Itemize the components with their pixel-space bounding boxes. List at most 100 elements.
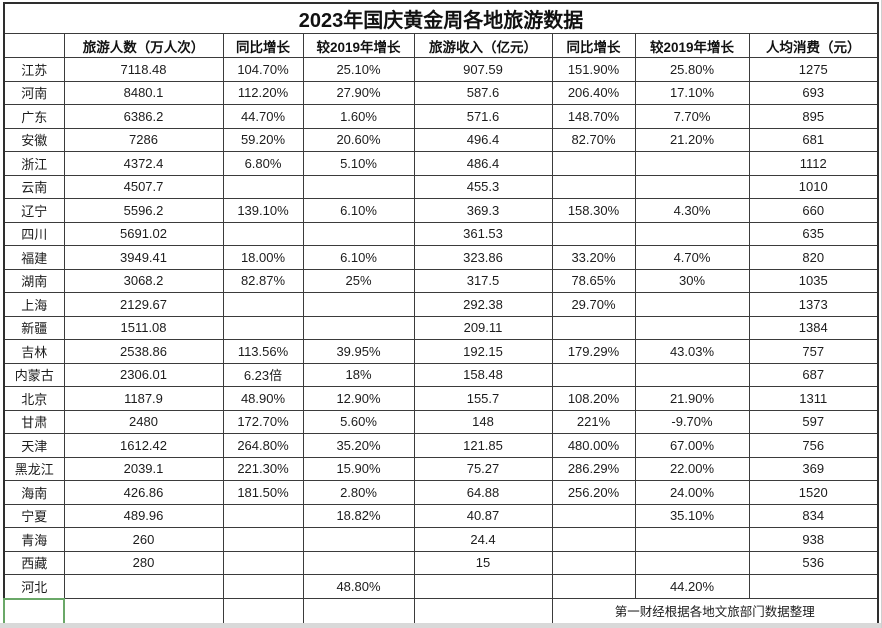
province-cell[interactable]: 黑龙江 [3, 456, 65, 481]
value-cell[interactable]: 597 [748, 409, 879, 434]
value-cell[interactable] [634, 151, 750, 176]
value-cell[interactable]: 571.6 [413, 104, 553, 129]
value-cell[interactable] [551, 362, 636, 387]
value-cell[interactable]: 179.29% [551, 339, 636, 364]
value-cell[interactable]: 8480.1 [63, 80, 224, 105]
value-cell[interactable] [634, 362, 750, 387]
value-cell[interactable]: 206.40% [551, 80, 636, 105]
value-cell[interactable]: 834 [748, 503, 879, 528]
value-cell[interactable]: 361.53 [413, 221, 553, 246]
column-header-cell-2[interactable]: 同比增长 [222, 33, 304, 58]
value-cell[interactable]: 323.86 [413, 245, 553, 270]
value-cell[interactable] [413, 574, 553, 599]
source-note-cell[interactable]: 第一财经根据各地文旅部门数据整理 [551, 598, 879, 624]
value-cell[interactable]: 209.11 [413, 315, 553, 340]
province-cell[interactable]: 浙江 [3, 151, 65, 176]
column-header-cell-3[interactable]: 较2019年增长 [302, 33, 415, 58]
value-cell[interactable]: 260 [63, 527, 224, 552]
value-cell[interactable]: 489.96 [63, 503, 224, 528]
value-cell[interactable]: 181.50% [222, 480, 304, 505]
value-cell[interactable]: 2306.01 [63, 362, 224, 387]
value-cell[interactable] [551, 503, 636, 528]
value-cell[interactable] [222, 315, 304, 340]
value-cell[interactable]: 112.20% [222, 80, 304, 105]
value-cell[interactable]: 6.10% [302, 198, 415, 223]
value-cell[interactable] [634, 550, 750, 575]
value-cell[interactable]: 6386.2 [63, 104, 224, 129]
value-cell[interactable]: 25.80% [634, 57, 750, 82]
empty-cell[interactable] [302, 598, 415, 624]
province-cell[interactable]: 河北 [3, 574, 65, 599]
value-cell[interactable]: 4372.4 [63, 151, 224, 176]
value-cell[interactable]: 43.03% [634, 339, 750, 364]
value-cell[interactable]: 75.27 [413, 456, 553, 481]
value-cell[interactable]: 938 [748, 527, 879, 552]
value-cell[interactable]: 25.10% [302, 57, 415, 82]
value-cell[interactable]: 681 [748, 127, 879, 152]
value-cell[interactable]: 113.56% [222, 339, 304, 364]
value-cell[interactable] [222, 574, 304, 599]
value-cell[interactable] [63, 574, 224, 599]
value-cell[interactable]: 15 [413, 550, 553, 575]
value-cell[interactable]: 820 [748, 245, 879, 270]
province-cell[interactable]: 河南 [3, 80, 65, 105]
value-cell[interactable]: -9.70% [634, 409, 750, 434]
province-cell[interactable]: 青海 [3, 527, 65, 552]
value-cell[interactable]: 5596.2 [63, 198, 224, 223]
value-cell[interactable]: 1112 [748, 151, 879, 176]
empty-cell[interactable] [222, 598, 304, 624]
value-cell[interactable] [302, 527, 415, 552]
value-cell[interactable]: 158.48 [413, 362, 553, 387]
value-cell[interactable]: 5.10% [302, 151, 415, 176]
value-cell[interactable]: 5691.02 [63, 221, 224, 246]
value-cell[interactable]: 5.60% [302, 409, 415, 434]
value-cell[interactable]: 39.95% [302, 339, 415, 364]
value-cell[interactable]: 192.15 [413, 339, 553, 364]
value-cell[interactable]: 155.7 [413, 386, 553, 411]
value-cell[interactable] [551, 151, 636, 176]
value-cell[interactable]: 1187.9 [63, 386, 224, 411]
value-cell[interactable]: 18% [302, 362, 415, 387]
value-cell[interactable] [302, 315, 415, 340]
value-cell[interactable]: 18.00% [222, 245, 304, 270]
value-cell[interactable]: 536 [748, 550, 879, 575]
value-cell[interactable] [222, 174, 304, 199]
value-cell[interactable] [302, 174, 415, 199]
value-cell[interactable] [634, 221, 750, 246]
value-cell[interactable]: 1511.08 [63, 315, 224, 340]
value-cell[interactable]: 757 [748, 339, 879, 364]
active-cell-selection[interactable] [3, 597, 65, 625]
value-cell[interactable]: 35.20% [302, 433, 415, 458]
value-cell[interactable]: 44.70% [222, 104, 304, 129]
value-cell[interactable]: 139.10% [222, 198, 304, 223]
value-cell[interactable]: 18.82% [302, 503, 415, 528]
value-cell[interactable]: 29.70% [551, 292, 636, 317]
value-cell[interactable]: 480.00% [551, 433, 636, 458]
value-cell[interactable]: 78.65% [551, 268, 636, 293]
value-cell[interactable]: 1384 [748, 315, 879, 340]
value-cell[interactable]: 35.10% [634, 503, 750, 528]
value-cell[interactable]: 4.30% [634, 198, 750, 223]
column-header-cell-0[interactable] [3, 33, 65, 58]
province-cell[interactable]: 云南 [3, 174, 65, 199]
province-cell[interactable]: 西藏 [3, 550, 65, 575]
value-cell[interactable]: 48.80% [302, 574, 415, 599]
province-cell[interactable]: 江苏 [3, 57, 65, 82]
value-cell[interactable]: 907.59 [413, 57, 553, 82]
province-cell[interactable]: 辽宁 [3, 198, 65, 223]
value-cell[interactable]: 317.5 [413, 268, 553, 293]
value-cell[interactable]: 59.20% [222, 127, 304, 152]
value-cell[interactable]: 2480 [63, 409, 224, 434]
value-cell[interactable]: 148.70% [551, 104, 636, 129]
value-cell[interactable] [551, 315, 636, 340]
value-cell[interactable]: 256.20% [551, 480, 636, 505]
value-cell[interactable]: 1612.42 [63, 433, 224, 458]
value-cell[interactable]: 15.90% [302, 456, 415, 481]
value-cell[interactable]: 3068.2 [63, 268, 224, 293]
value-cell[interactable] [222, 503, 304, 528]
value-cell[interactable] [222, 527, 304, 552]
province-cell[interactable]: 天津 [3, 433, 65, 458]
value-cell[interactable]: 4507.7 [63, 174, 224, 199]
value-cell[interactable] [551, 550, 636, 575]
value-cell[interactable]: 17.10% [634, 80, 750, 105]
